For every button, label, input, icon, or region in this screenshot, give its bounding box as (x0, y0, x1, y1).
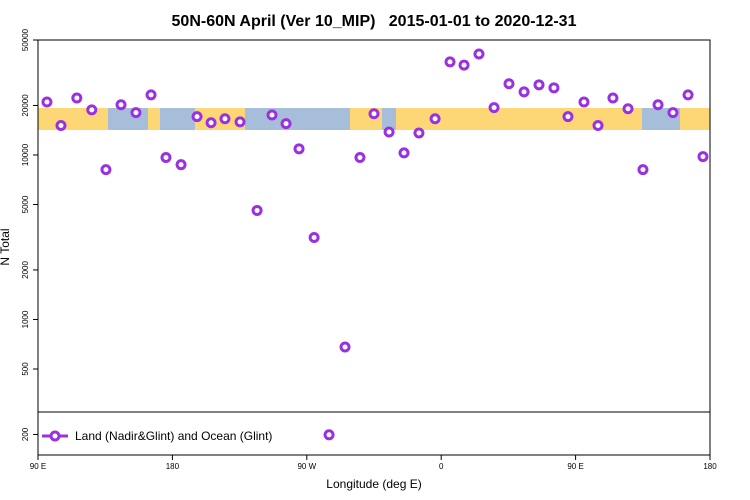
y-tick-label: 1000 (21, 310, 30, 328)
y-tick-label: 10000 (21, 143, 30, 166)
data-point (191, 111, 203, 123)
data-point (444, 56, 456, 68)
data-point (622, 103, 634, 115)
y-axis-label: N Total (0, 228, 12, 265)
data-point (71, 92, 83, 104)
y-tick-label: 50000 (21, 28, 30, 51)
ocean-strip (382, 108, 396, 130)
data-point (130, 107, 142, 119)
data-point (398, 147, 410, 159)
data-point (458, 59, 470, 71)
data-point (219, 113, 231, 125)
data-point (354, 152, 366, 164)
data-point (234, 116, 246, 128)
x-tick-label: 90 W (297, 462, 316, 471)
data-point (429, 113, 441, 125)
ocean-strip (245, 108, 350, 130)
data-point (280, 118, 292, 130)
data-point (160, 152, 172, 164)
data-point (145, 89, 157, 101)
legend-label: Land (Nadir&Glint) and Ocean (Glint) (75, 429, 272, 443)
y-tick-label: 500 (21, 362, 30, 376)
chart-title: 50N-60N April (Ver 10_MIP) 2015-01-01 to… (172, 13, 577, 30)
data-point (592, 120, 604, 132)
data-point (41, 96, 53, 108)
data-point (266, 109, 278, 121)
data-point (100, 164, 112, 176)
data-point (251, 204, 263, 216)
data-point (503, 78, 515, 90)
data-point (488, 102, 500, 114)
data-point (339, 341, 351, 353)
y-tick-label: 5000 (21, 195, 30, 213)
x-tick-label: 90 E (30, 462, 46, 471)
x-tick-label: 90 E (567, 462, 583, 471)
x-tick-label: 180 (166, 462, 180, 471)
data-point (323, 429, 335, 441)
data-point (473, 48, 485, 60)
data-point (86, 104, 98, 116)
data-point (293, 143, 305, 155)
data-point (308, 232, 320, 244)
y-tick-label: 2000 (21, 261, 30, 279)
data-point (175, 159, 187, 171)
plot-frame (37, 39, 711, 456)
data-point (682, 89, 694, 101)
data-point (637, 164, 649, 176)
data-point (115, 99, 127, 111)
data-point (652, 99, 664, 111)
y-tick-label: 20000 (21, 94, 30, 117)
data-point (383, 126, 395, 138)
x-tick-label: 0 (439, 462, 444, 471)
y-tick-label: 200 (21, 427, 30, 441)
data-point (205, 117, 217, 129)
data-point (607, 92, 619, 104)
data-point (518, 86, 530, 98)
data-point (562, 111, 574, 123)
ocean-strip (160, 108, 195, 130)
x-tick-label: 180 (703, 462, 717, 471)
data-point (697, 151, 709, 163)
data-point (533, 79, 545, 91)
data-point (578, 96, 590, 108)
data-point (413, 127, 425, 139)
data-point (55, 120, 67, 132)
data-point (368, 108, 380, 120)
legend-marker (49, 430, 61, 442)
data-point (548, 82, 560, 94)
x-axis-label: Longitude (deg E) (326, 477, 421, 491)
data-point (667, 107, 679, 119)
ocean-strip (108, 108, 148, 130)
